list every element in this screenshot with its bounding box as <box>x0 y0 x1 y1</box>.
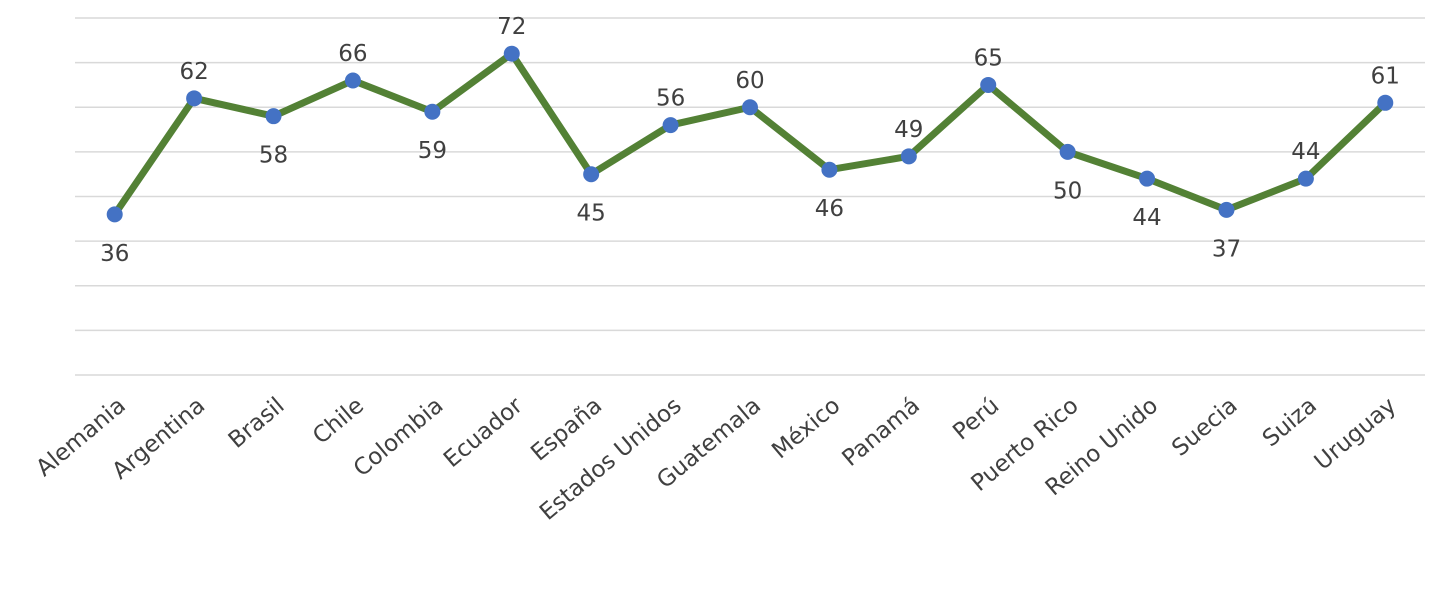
marker <box>1139 170 1156 187</box>
marker <box>821 161 838 178</box>
data-label: 44 <box>1132 205 1161 231</box>
x-tick-label: Uruguay <box>1310 393 1402 476</box>
data-label: 44 <box>1291 139 1320 165</box>
x-tick-label: Suiza <box>1258 393 1322 453</box>
marker <box>1059 143 1076 160</box>
data-label: 72 <box>497 14 526 40</box>
marker <box>424 103 441 120</box>
x-tick-label: Suecia <box>1167 393 1242 462</box>
marker <box>583 166 600 183</box>
data-label: 50 <box>1053 178 1082 204</box>
data-label: 36 <box>100 241 129 267</box>
x-tick-label: Chile <box>308 393 369 450</box>
data-label: 58 <box>259 143 288 169</box>
data-label: 49 <box>894 117 923 143</box>
x-tick-label: Colombia <box>349 393 449 482</box>
x-tick-label: Brasil <box>224 393 290 454</box>
x-tick-label: Ecuador <box>439 392 528 473</box>
marker <box>1297 170 1314 187</box>
data-label: 37 <box>1212 236 1241 262</box>
marker <box>106 206 123 223</box>
x-tick-label: México <box>767 393 845 465</box>
x-tick-label: Estados Unidos <box>535 393 687 526</box>
marker <box>344 72 361 89</box>
data-label: 61 <box>1371 63 1400 89</box>
data-label: 62 <box>179 59 208 85</box>
marker <box>662 117 679 134</box>
marker <box>1377 94 1394 111</box>
marker <box>503 45 520 62</box>
data-label: 59 <box>418 138 447 164</box>
data-label: 65 <box>974 45 1003 71</box>
marker <box>1218 201 1235 218</box>
marker <box>980 76 997 93</box>
data-label: 66 <box>338 41 367 67</box>
marker <box>186 90 203 107</box>
marker <box>742 99 758 116</box>
data-label: 45 <box>577 201 606 227</box>
marker <box>265 108 282 125</box>
data-label: 46 <box>815 196 844 222</box>
x-tick-label: Panamá <box>838 393 925 472</box>
marker <box>900 148 917 165</box>
x-tick-label: Perú <box>948 393 1004 446</box>
data-label: 56 <box>656 86 685 112</box>
data-label: 60 <box>735 68 764 94</box>
